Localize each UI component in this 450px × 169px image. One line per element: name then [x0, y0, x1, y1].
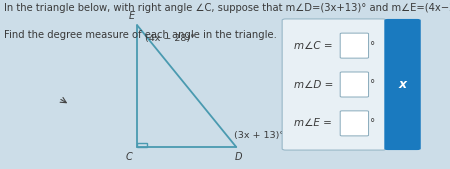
Text: °: °: [370, 41, 376, 51]
Text: m∠E =: m∠E =: [294, 118, 332, 128]
Text: E: E: [129, 11, 135, 21]
Text: (3x + 13)°: (3x + 13)°: [234, 131, 284, 140]
FancyBboxPatch shape: [340, 111, 369, 136]
Text: °: °: [370, 118, 376, 128]
FancyBboxPatch shape: [282, 19, 386, 150]
Text: x: x: [398, 78, 407, 91]
Text: m∠D =: m∠D =: [294, 79, 333, 90]
Text: °: °: [370, 79, 376, 90]
Text: Find the degree measure of each angle in the triangle.: Find the degree measure of each angle in…: [4, 30, 277, 40]
Text: C: C: [126, 152, 132, 162]
FancyBboxPatch shape: [384, 19, 421, 150]
Text: m∠C =: m∠C =: [294, 41, 333, 51]
FancyBboxPatch shape: [340, 33, 369, 58]
FancyBboxPatch shape: [340, 72, 369, 97]
Text: D: D: [235, 152, 242, 162]
Text: (4x − 28)°: (4x − 28)°: [145, 34, 195, 43]
Text: In the triangle below, with right angle ∠C, suppose that m∠D=(3x+13)° and m∠E=(4: In the triangle below, with right angle …: [4, 3, 450, 13]
